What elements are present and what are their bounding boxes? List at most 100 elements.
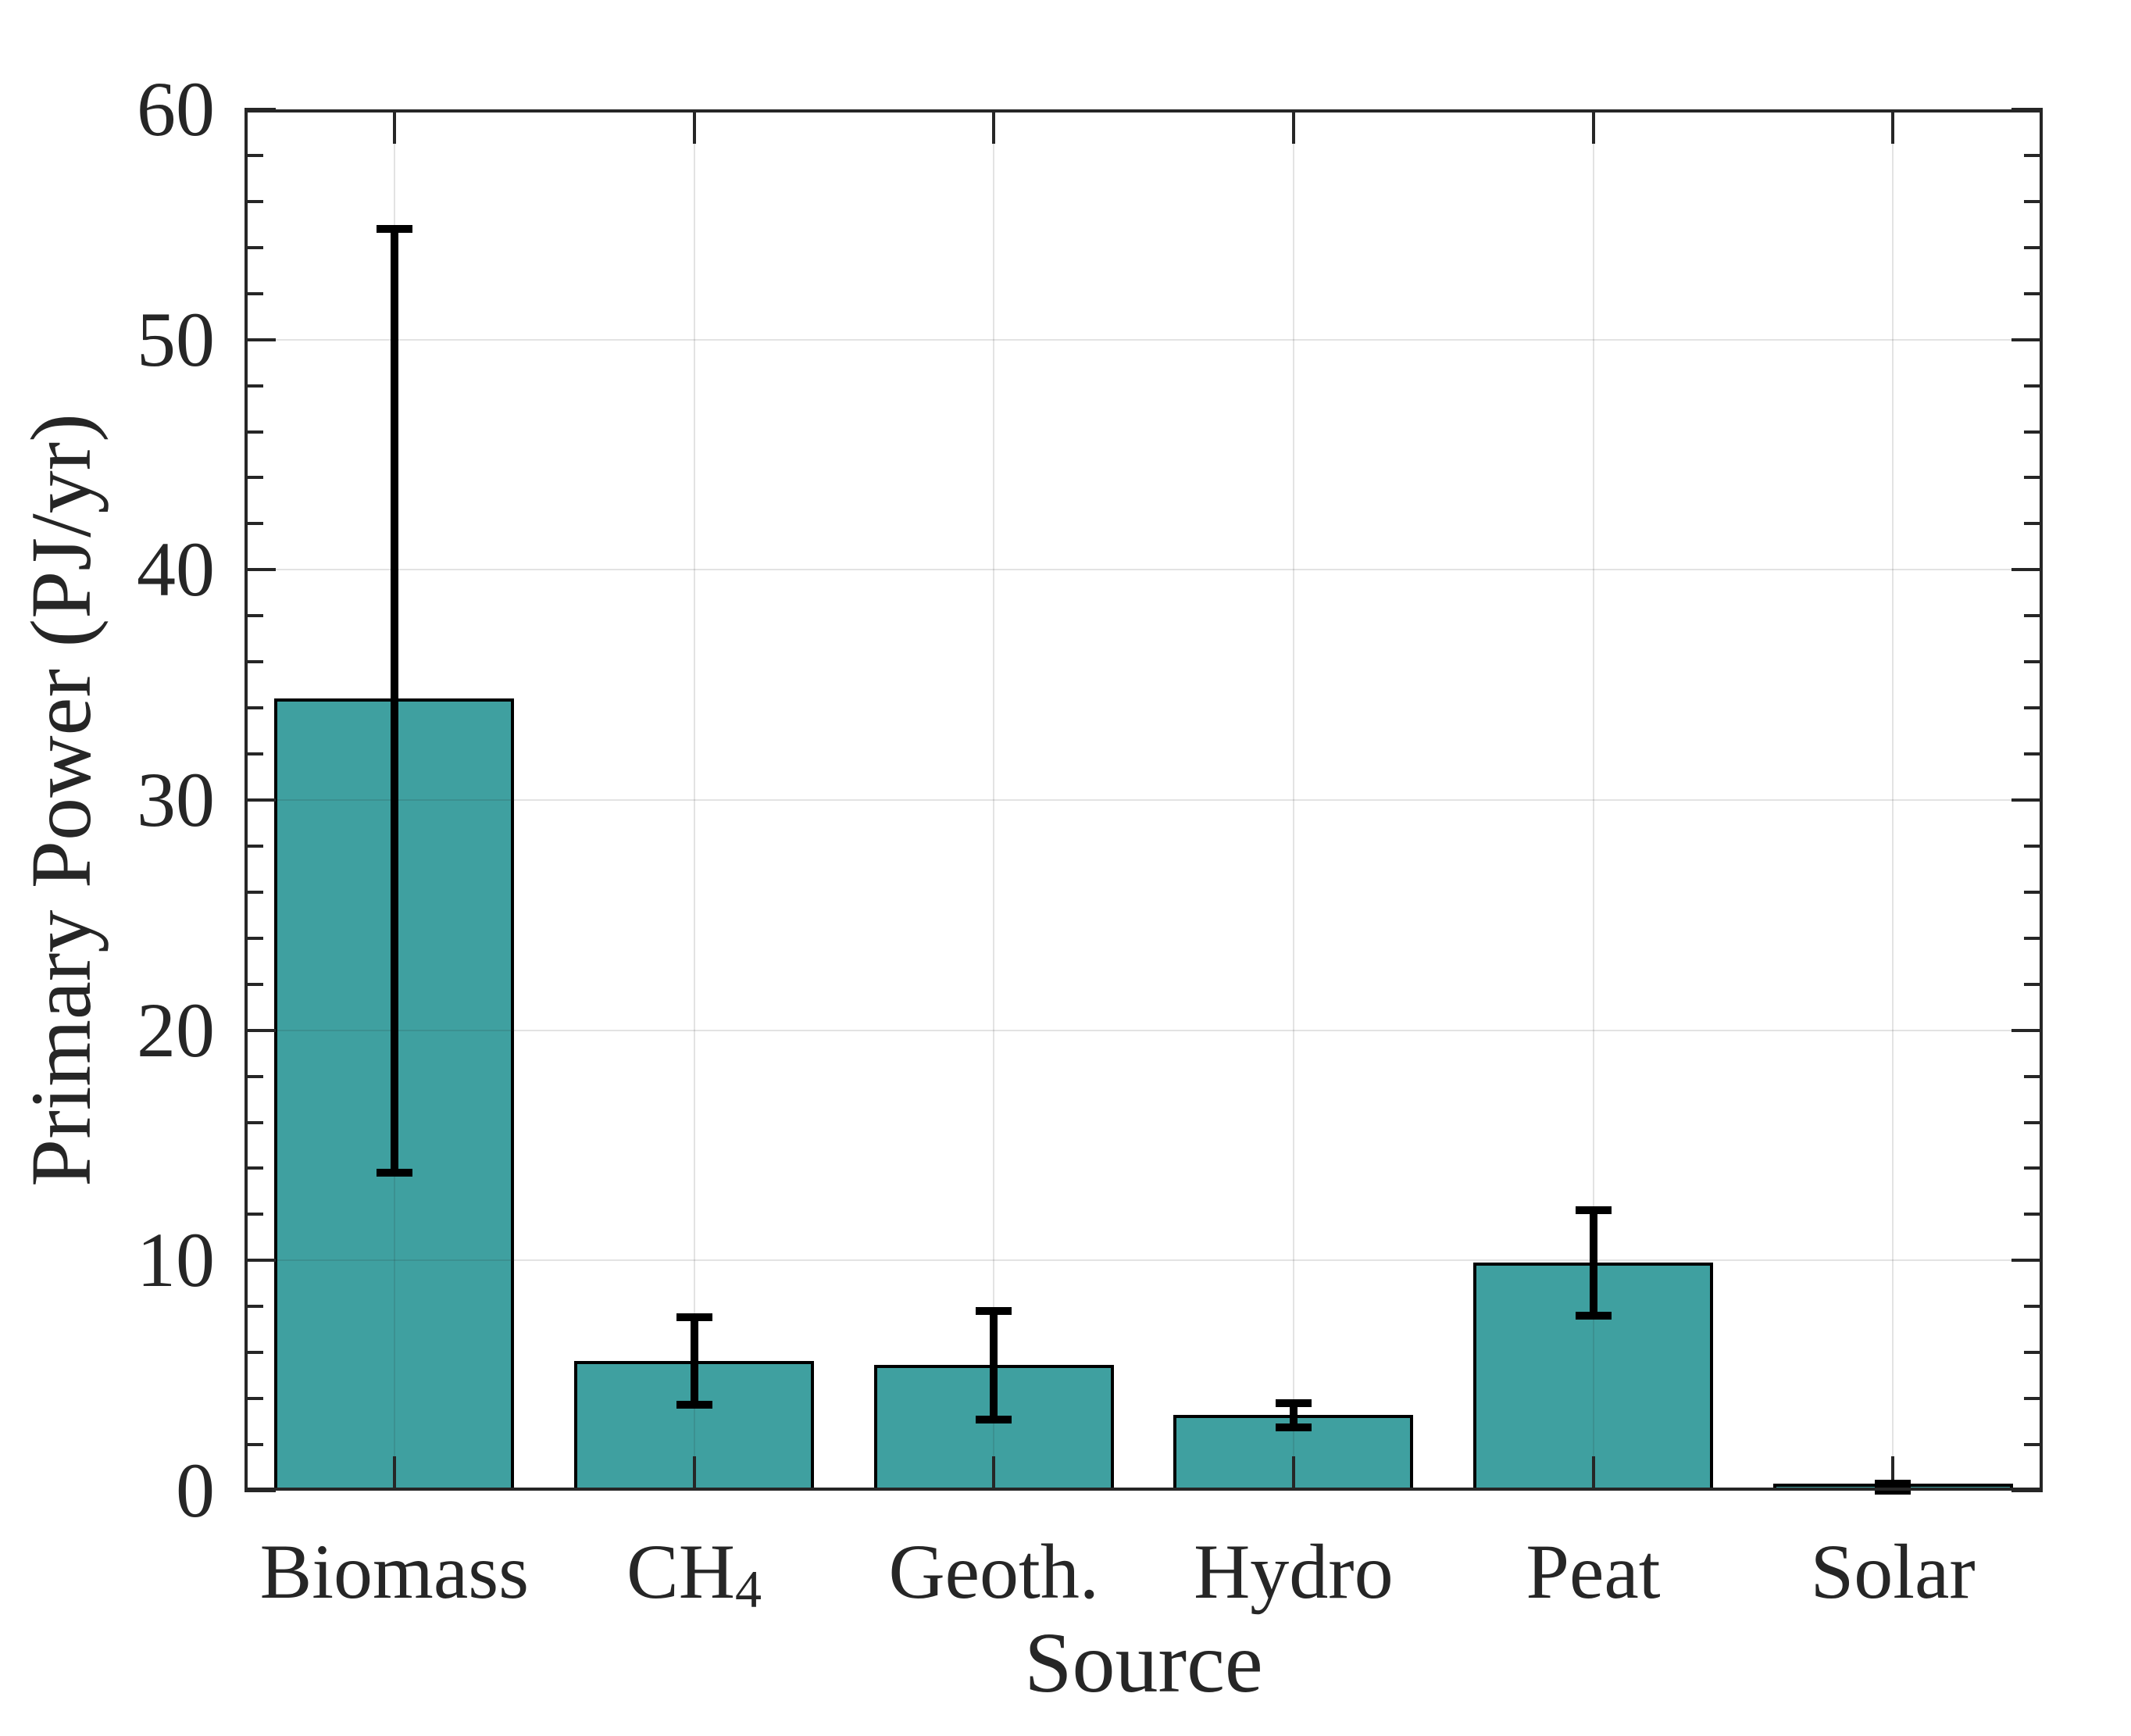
y-tick-left: [245, 890, 263, 894]
y-tick-left: [245, 752, 263, 756]
y-tick-left: [245, 522, 263, 526]
y-tick-left: [245, 1397, 263, 1401]
y-tick-right: [2024, 1213, 2043, 1216]
y-tick-left: [245, 108, 276, 111]
x-tick-bottom: [1591, 1456, 1595, 1491]
x-gridline: [1892, 109, 1894, 1491]
y-tick-label: 50: [137, 295, 215, 383]
y-tick-left: [245, 476, 263, 480]
x-tick-top: [1291, 109, 1295, 144]
y-tick-right: [2024, 199, 2043, 203]
x-tick-top: [992, 109, 996, 144]
y-tick-left: [245, 1443, 263, 1447]
y-tick-label: 0: [176, 1447, 215, 1534]
category-label: Biomass: [259, 1528, 530, 1615]
x-gridline: [1592, 109, 1594, 1491]
y-tick-left: [245, 614, 263, 618]
category-label: CH4: [626, 1528, 762, 1620]
y-tick-right: [2024, 1120, 2043, 1124]
x-tick-bottom: [1891, 1456, 1895, 1491]
y-tick-label: 60: [137, 66, 215, 152]
y-tick-left: [245, 1489, 276, 1492]
y-tick-right: [2024, 844, 2043, 848]
y-tick-left: [245, 1351, 263, 1355]
y-tick-label: 10: [137, 1216, 215, 1304]
y-tick-left: [245, 1305, 263, 1309]
error-bar-cap-bottom: [1575, 1312, 1612, 1320]
y-tick-right: [2024, 614, 2043, 618]
error-bar-cap-top: [376, 225, 412, 234]
category-label: Hydro: [1194, 1528, 1394, 1615]
category-label: Geoth.: [888, 1528, 1099, 1615]
error-bar-cap-top: [1875, 1480, 1911, 1488]
y-tick-left: [245, 1120, 263, 1124]
y-gridline: [245, 338, 2043, 341]
y-tick-left: [245, 338, 276, 341]
error-bar-line: [390, 229, 398, 1173]
y-gridline: [245, 799, 2043, 801]
y-tick-left: [245, 1074, 263, 1078]
x-gridline: [993, 109, 995, 1491]
y-tick-right: [2024, 476, 2043, 480]
y-tick-right: [2011, 1259, 2043, 1263]
category-label-subscript: 4: [734, 1559, 762, 1620]
x-tick-top: [392, 109, 396, 144]
x-tick-bottom: [392, 1456, 396, 1491]
y-tick-left: [245, 245, 263, 249]
y-tick-left: [245, 1166, 263, 1170]
y-tick-left: [245, 1259, 276, 1263]
plot-area: [245, 108, 2043, 1495]
category-label: Solar: [1810, 1528, 1976, 1615]
x-tick-top: [692, 109, 696, 144]
y-tick-right: [2011, 108, 2043, 111]
y-tick-right: [2011, 568, 2043, 572]
y-tick-label: 30: [137, 756, 215, 843]
x-tick-bottom: [692, 1456, 696, 1491]
y-tick-right: [2011, 338, 2043, 341]
error-bar-cap-bottom: [1275, 1423, 1312, 1431]
x-gridline: [693, 109, 695, 1491]
y-tick-left: [245, 844, 263, 848]
y-tick-right: [2024, 430, 2043, 434]
error-bar-line: [1589, 1209, 1597, 1316]
y-tick-label: 40: [137, 526, 215, 613]
y-gridline: [245, 1029, 2043, 1031]
error-bar-cap-bottom: [1875, 1487, 1911, 1495]
y-tick-left: [245, 1028, 276, 1032]
error-bar-cap-top: [976, 1307, 1012, 1316]
y-tick-right: [2024, 384, 2043, 388]
y-tick-right: [2024, 1351, 2043, 1355]
y-tick-left: [245, 798, 276, 802]
y-tick-label: 20: [137, 986, 215, 1073]
error-bar-cap-bottom: [976, 1415, 1012, 1423]
y-gridline: [245, 1259, 2043, 1262]
y-tick-right: [2024, 752, 2043, 756]
y-tick-left: [245, 706, 263, 710]
y-tick-right: [2024, 245, 2043, 249]
y-tick-right: [2024, 936, 2043, 940]
y-tick-left: [245, 936, 263, 940]
y-tick-right: [2024, 153, 2043, 157]
y-tick-left: [245, 384, 263, 388]
error-bar-cap-bottom: [376, 1169, 412, 1177]
y-tick-right: [2024, 522, 2043, 526]
y-gridline: [245, 569, 2043, 571]
x-gridline: [1292, 109, 1294, 1491]
x-tick-bottom: [992, 1456, 996, 1491]
x-tick-top: [1591, 109, 1595, 144]
error-bar-cap-top: [676, 1313, 712, 1321]
y-tick-left: [245, 982, 263, 986]
y-tick-right: [2011, 798, 2043, 802]
error-bar-line: [1289, 1403, 1298, 1427]
y-tick-left: [245, 430, 263, 434]
y-tick-right: [2011, 1489, 2043, 1492]
y-tick-right: [2011, 1028, 2043, 1032]
y-tick-right: [2024, 1443, 2043, 1447]
y-tick-right: [2024, 660, 2043, 664]
y-tick-right: [2024, 1397, 2043, 1401]
y-tick-right: [2024, 982, 2043, 986]
y-tick-right: [2024, 291, 2043, 295]
y-tick-right: [2024, 1305, 2043, 1309]
x-axis-label: Source: [1024, 1615, 1263, 1710]
y-tick-left: [245, 291, 263, 295]
